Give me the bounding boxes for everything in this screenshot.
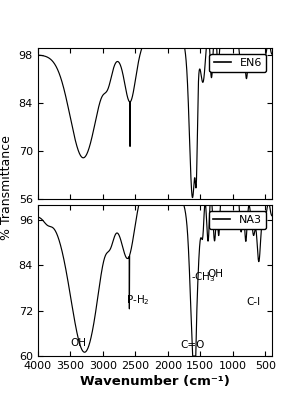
Text: C=O: C=O — [180, 340, 205, 350]
X-axis label: Wavenumber (cm⁻¹): Wavenumber (cm⁻¹) — [80, 375, 230, 388]
Text: OH: OH — [70, 338, 86, 348]
Legend: EN6: EN6 — [209, 54, 266, 72]
Text: -CH$_3$: -CH$_3$ — [191, 270, 216, 284]
Legend: NA3: NA3 — [209, 210, 266, 230]
Text: OH: OH — [207, 269, 223, 279]
Text: C-I: C-I — [246, 297, 261, 307]
Text: % Transmittance: % Transmittance — [0, 136, 13, 240]
Text: P-H$_2$: P-H$_2$ — [126, 293, 150, 307]
